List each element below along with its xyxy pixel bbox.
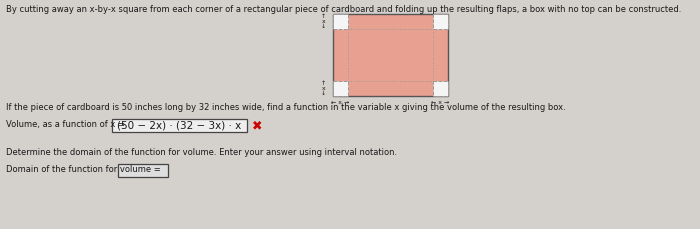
- Text: ↑
x
↓: ↑ x ↓: [321, 81, 326, 95]
- Text: ← x →: ← x →: [331, 101, 349, 106]
- Text: (50 − 2x) · (32 − 3x) · x: (50 − 2x) · (32 − 3x) · x: [118, 120, 242, 131]
- Bar: [112, 119, 247, 132]
- Text: Volume, as a function of x =: Volume, as a function of x =: [6, 120, 127, 129]
- Text: Determine the domain of the function for volume. Enter your answer using interva: Determine the domain of the function for…: [6, 148, 397, 157]
- Bar: [433, 14, 447, 29]
- Text: ✖: ✖: [252, 119, 262, 132]
- Bar: [433, 81, 447, 96]
- Text: Domain of the function for volume =: Domain of the function for volume =: [6, 165, 163, 174]
- Text: ↑
x
↓: ↑ x ↓: [321, 14, 326, 29]
- Bar: [332, 81, 347, 96]
- Bar: [332, 14, 447, 96]
- Text: By cutting away an x-by-x square from each corner of a rectangular piece of card: By cutting away an x-by-x square from ea…: [6, 5, 681, 14]
- Bar: [118, 164, 168, 177]
- Text: If the piece of cardboard is 50 inches long by 32 inches wide, find a function i: If the piece of cardboard is 50 inches l…: [6, 103, 566, 112]
- Text: ← x →: ← x →: [431, 101, 449, 106]
- Bar: [332, 14, 347, 29]
